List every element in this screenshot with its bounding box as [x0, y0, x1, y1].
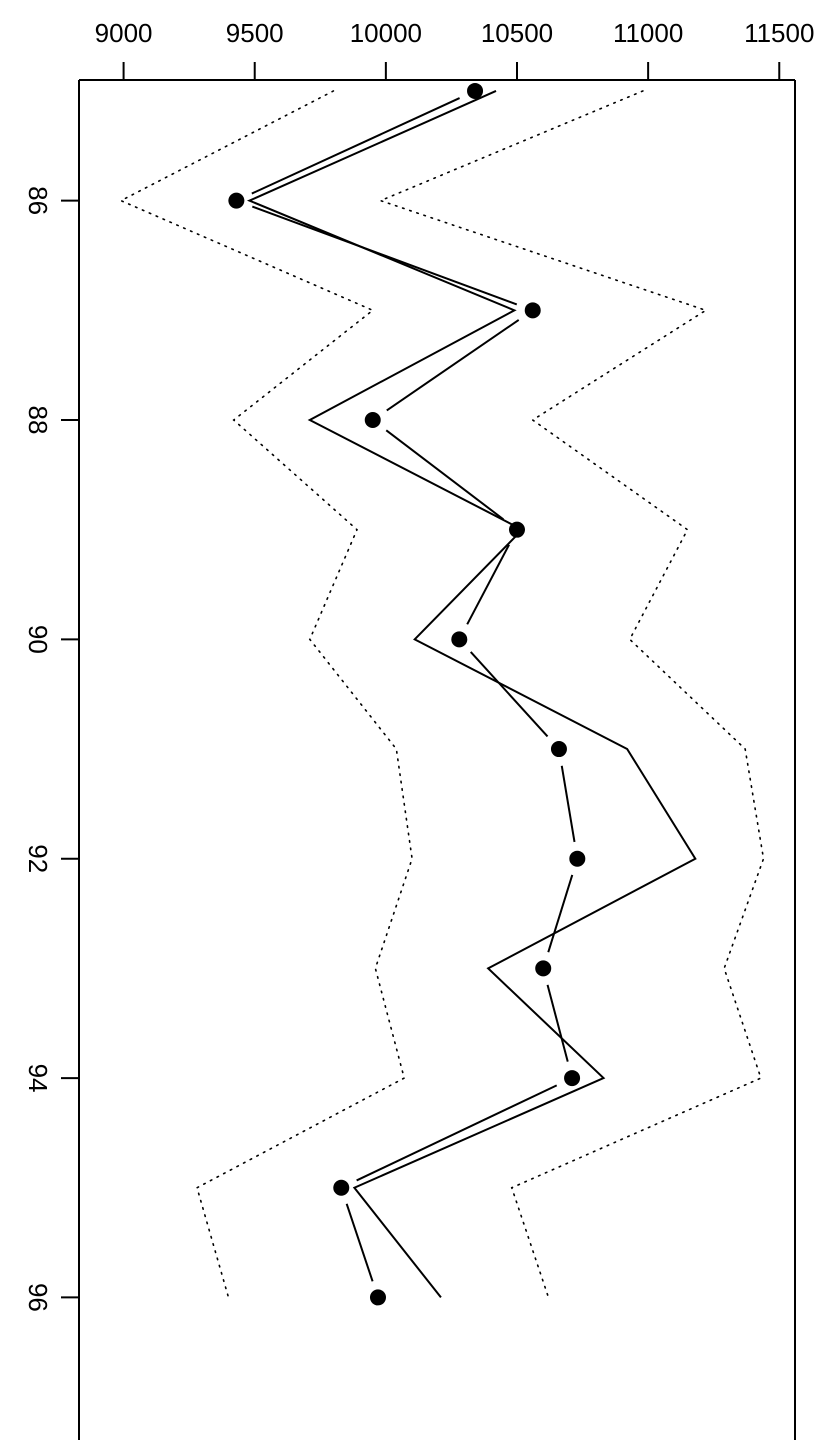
value-tick-label-4: 11000 — [613, 18, 683, 48]
year-tick-label-5: 96 — [23, 1283, 53, 1312]
series-0-point-1 — [228, 192, 245, 209]
series-0-point-10 — [333, 1179, 350, 1196]
year-tick-label-2: 90 — [23, 625, 53, 654]
value-tick-label-1: 9500 — [226, 18, 284, 48]
value-tick-label-3: 10500 — [481, 18, 553, 48]
series-0-point-8 — [535, 960, 552, 977]
series-0-point-0 — [467, 82, 484, 99]
value-tick-label-5: 11500 — [744, 18, 814, 48]
series-0-segment-7 — [547, 874, 574, 953]
series-0-segment-0 — [251, 97, 460, 195]
year-tick-label-3: 92 — [23, 844, 53, 873]
series-0-segment-2 — [386, 319, 520, 412]
series-0-point-3 — [364, 412, 381, 428]
series-0-point-9 — [564, 1070, 581, 1087]
series-0-point-2 — [524, 302, 541, 319]
series-3-dotted-line — [378, 90, 765, 1299]
value-tick-label-0: 9000 — [95, 18, 153, 48]
series-0-segment-8 — [546, 984, 569, 1062]
series-0-segment-9 — [356, 1084, 558, 1182]
series-0-segment-6 — [560, 765, 576, 843]
year-tick-label-4: 94 — [23, 1064, 53, 1093]
value-tick-label-2: 10000 — [350, 18, 422, 48]
series-0-segment-3 — [385, 429, 505, 521]
value-axis: 9000 9500 10000 10500 11000 11500 — [95, 18, 814, 80]
series-1-solid-line — [246, 90, 697, 1299]
series-0-segment-5 — [469, 651, 549, 738]
series-2-dotted-line — [119, 90, 413, 1299]
year-axis: 86 88 90 92 94 96 — [23, 186, 79, 1312]
series-0-point-6 — [550, 741, 567, 758]
series-0-point-5 — [451, 631, 468, 648]
series-0-segment-4 — [466, 544, 510, 625]
year-tick-label-0: 86 — [23, 186, 53, 215]
year-tick-label-1: 88 — [23, 406, 53, 435]
series-0-segment-10 — [345, 1203, 374, 1282]
series-0-point-11 — [369, 1289, 386, 1306]
series-layer — [119, 82, 765, 1306]
series-0-segment-1 — [251, 205, 518, 306]
series-0-point-7 — [569, 850, 586, 867]
